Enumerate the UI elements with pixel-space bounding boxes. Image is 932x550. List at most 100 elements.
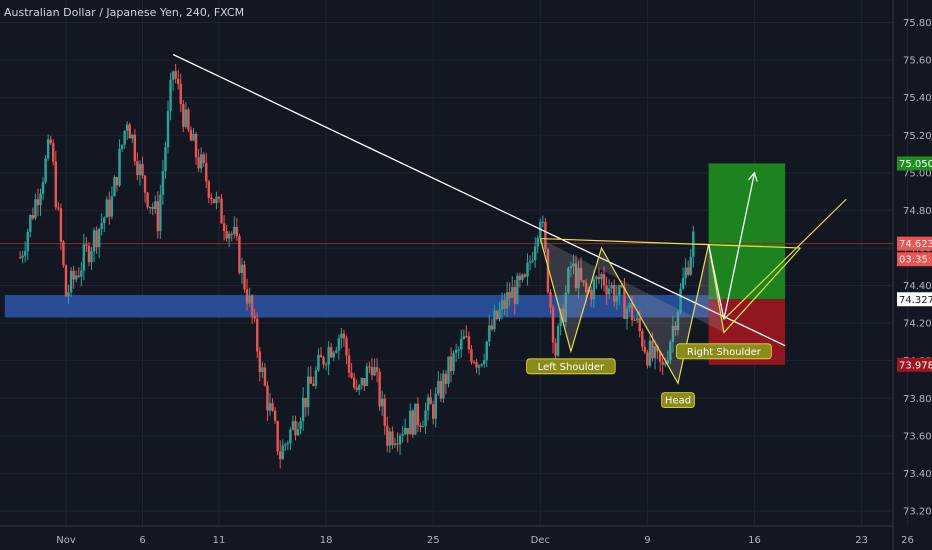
candle-body	[62, 241, 65, 266]
pattern-label-box	[526, 358, 616, 375]
candle-body	[118, 148, 121, 186]
candle-body	[623, 286, 626, 319]
candle-body	[429, 397, 432, 405]
candle-body	[171, 71, 175, 80]
candle-body	[541, 221, 545, 223]
x-tick-label: 25	[427, 535, 440, 546]
candle-body	[90, 251, 93, 263]
candle-body	[52, 143, 55, 162]
candle-body	[426, 397, 430, 411]
candle-body	[393, 443, 397, 445]
x-tick-label: 23	[855, 535, 868, 546]
candle-body	[156, 201, 159, 232]
downtrend-line[interactable]	[172, 53, 786, 347]
candle-body	[437, 381, 440, 394]
candle-body	[595, 276, 598, 280]
candle-body	[485, 341, 488, 361]
candle-body	[18, 257, 22, 259]
candle-body	[628, 302, 631, 309]
candle-body	[82, 244, 86, 271]
candle-body	[312, 383, 315, 386]
candle-body	[263, 367, 267, 386]
candle-body	[375, 367, 379, 372]
candle-body	[276, 421, 279, 452]
candle-body	[240, 264, 244, 273]
candle-body	[154, 201, 157, 210]
y-tick-label: 73.800	[903, 394, 932, 405]
price-tag-label: 73.978	[899, 360, 932, 371]
candle-body	[215, 196, 218, 203]
candle-body	[24, 251, 27, 256]
candle-body	[243, 264, 246, 290]
candle-body	[684, 267, 687, 279]
candle-body	[646, 352, 649, 366]
candle-body	[365, 366, 369, 386]
candle-body	[256, 318, 259, 352]
candle-body	[141, 164, 144, 176]
candle-body	[656, 346, 659, 352]
head-shoulders-pattern[interactable]	[539, 238, 801, 385]
candle-body	[279, 451, 282, 460]
candle-body	[97, 228, 101, 248]
candle-body	[544, 221, 547, 250]
price-tag-label: 74.327	[899, 295, 932, 306]
neckline[interactable]	[540, 237, 801, 249]
candle-body	[513, 287, 516, 304]
candle-body	[432, 404, 435, 419]
candle-body	[222, 223, 226, 231]
y-tick-label: 75.600	[903, 56, 932, 67]
candle-body	[360, 378, 363, 386]
projection-rise-line[interactable]	[723, 198, 847, 320]
candle-body	[337, 338, 341, 351]
x-tick-label: 26	[901, 535, 914, 546]
candle-body	[630, 302, 634, 321]
candle-body	[470, 349, 473, 362]
candle-body	[536, 237, 539, 247]
candle-body	[500, 300, 504, 310]
candle-body	[80, 270, 83, 277]
x-tick-label: Nov	[56, 535, 76, 546]
candle-body	[643, 346, 647, 353]
candle-body	[457, 349, 460, 351]
candle-body	[511, 287, 514, 299]
candle-body	[386, 425, 389, 446]
candle-body	[493, 310, 496, 330]
candle-body	[289, 429, 292, 444]
candle-body	[526, 262, 529, 277]
candle-body	[67, 292, 70, 297]
x-tick-label: 11	[213, 535, 226, 546]
candle-body	[388, 431, 392, 446]
y-tick-label: 75.800	[903, 18, 932, 29]
candle-body	[281, 445, 284, 460]
candle-body	[613, 284, 616, 302]
candle-body	[233, 226, 236, 235]
price-tag-box	[897, 156, 932, 171]
candle-body	[194, 133, 198, 158]
pattern-label-box	[676, 343, 772, 360]
candle-body	[133, 134, 137, 162]
y-tick-label: 73.600	[903, 431, 932, 442]
candle-body	[562, 308, 565, 322]
candle-body	[521, 274, 524, 281]
pattern-label: Right Shoulder	[687, 347, 762, 358]
candle-body	[286, 443, 290, 445]
candle-body	[687, 267, 690, 275]
candle-body	[309, 376, 312, 384]
candle-body	[110, 196, 114, 217]
candle-body	[271, 403, 274, 411]
candle-body	[569, 266, 573, 269]
candle-body	[317, 355, 320, 371]
candle-body	[363, 378, 366, 386]
candle-body	[664, 363, 667, 365]
candle-body	[273, 410, 277, 422]
candle-body	[618, 285, 621, 296]
candle-body	[424, 410, 427, 427]
candle-body	[197, 157, 200, 169]
candle-body	[592, 279, 596, 300]
candle-body	[184, 109, 188, 127]
candle-body	[462, 336, 465, 340]
candle-body	[590, 289, 593, 300]
candle-body	[416, 403, 420, 426]
candle-body	[174, 71, 177, 79]
